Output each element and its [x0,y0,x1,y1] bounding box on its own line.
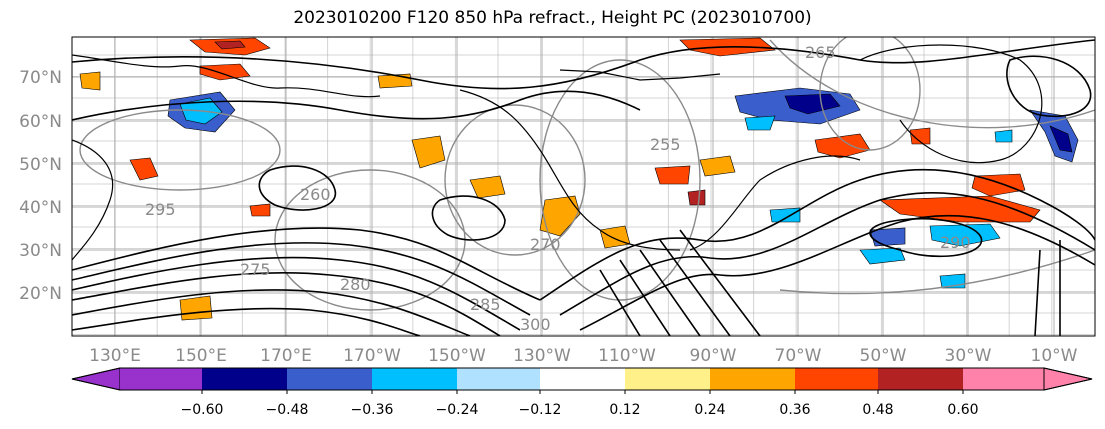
colorbar-segment [963,368,1044,390]
colorbar-segment [625,368,710,390]
coastlines [72,44,1043,261]
colorbar-segment [120,368,202,390]
colorbar [71,367,1093,391]
colorbar-tick-label: −0.48 [266,402,309,418]
refractivity-patches [79,37,1079,321]
contour-value-label: 285 [470,295,501,314]
latitude-label: 20°N [19,284,62,304]
latitude-label: 70°N [19,68,62,88]
colorbar-tick-label: 0.36 [779,402,810,418]
contour-value-label: 280 [340,275,371,294]
geopotential-contours [72,39,1095,336]
longitude-label: 90°W [690,346,737,366]
colorbar-segment [202,368,287,390]
contour-value-label: 295 [145,200,176,219]
longitude-label: 50°W [860,346,907,366]
colorbar-segment [795,368,878,390]
colorbar-segment [457,368,540,390]
contour-value-label: 260 [300,185,331,204]
colorbar-segment [287,368,372,390]
longitude-label: 170°W [343,346,401,366]
longitude-label: 30°W [945,346,992,366]
longitude-label: 150°W [428,346,486,366]
longitude-label: 10°W [1031,346,1078,366]
colorbar-segment [372,368,457,390]
colorbar-extend-low [71,367,121,391]
longitude-label: 130°W [513,346,571,366]
height-pc-contours [79,37,1095,311]
colorbar-segment [878,368,963,390]
longitude-label: 150°E [175,346,227,366]
colorbar-tick-label: 0.48 [862,402,893,418]
longitude-label: 130°E [89,346,141,366]
colorbar-tick-labels: −0.60 −0.48 −0.36 −0.24 −0.12 0.12 0.24 0.36 0.4… [181,390,979,418]
colorbar-extend-high [1043,367,1093,391]
colorbar-tick-label: −0.24 [436,402,479,418]
latitude-label: 60°N [19,112,62,132]
latitude-label: 50°N [19,155,62,175]
colorbar-tick-label: −0.36 [351,402,394,418]
map-title-text: 2023010200 F120 850 hPa refract., Height… [293,8,812,28]
latitude-labels: 70°N 60°N 50°N 40°N 30°N 20°N [19,68,62,304]
map-frame [71,36,1096,337]
colorbar-tick-label: 0.24 [694,402,725,418]
contour-value-label: 275 [240,260,271,279]
colorbar-tick-label: −0.60 [181,402,224,418]
contour-value-label: 270 [530,235,561,254]
longitude-label: 70°W [775,346,822,366]
map-title: 2023010200 F120 850 hPa refract., Height… [0,8,1105,28]
contour-value-label: 265 [805,43,836,62]
contour-value-label: 255 [650,135,681,154]
colorbar-segment [710,368,795,390]
colorbar-tick-label: 0.60 [947,402,978,418]
contour-value-label: 300 [520,315,551,334]
longitude-label: 110°W [598,346,656,366]
longitude-label: 170°E [260,346,312,366]
colorbar-outline [71,367,1093,391]
colorbar-tick-label: 0.12 [609,402,640,418]
latitude-label: 30°N [19,241,62,261]
contour-value-label: 290 [940,233,971,252]
contour-value-labels: 265 260 255 270 275 280 285 290 295 300 [145,43,971,334]
longitude-labels: 130°E 150°E 170°E 170°W 150°W 130°W 110°W 90°W 7… [89,346,1078,366]
colorbar-segment [540,368,625,390]
colorbar-tick-label: −0.12 [519,402,562,418]
latitude-label: 40°N [19,198,62,218]
